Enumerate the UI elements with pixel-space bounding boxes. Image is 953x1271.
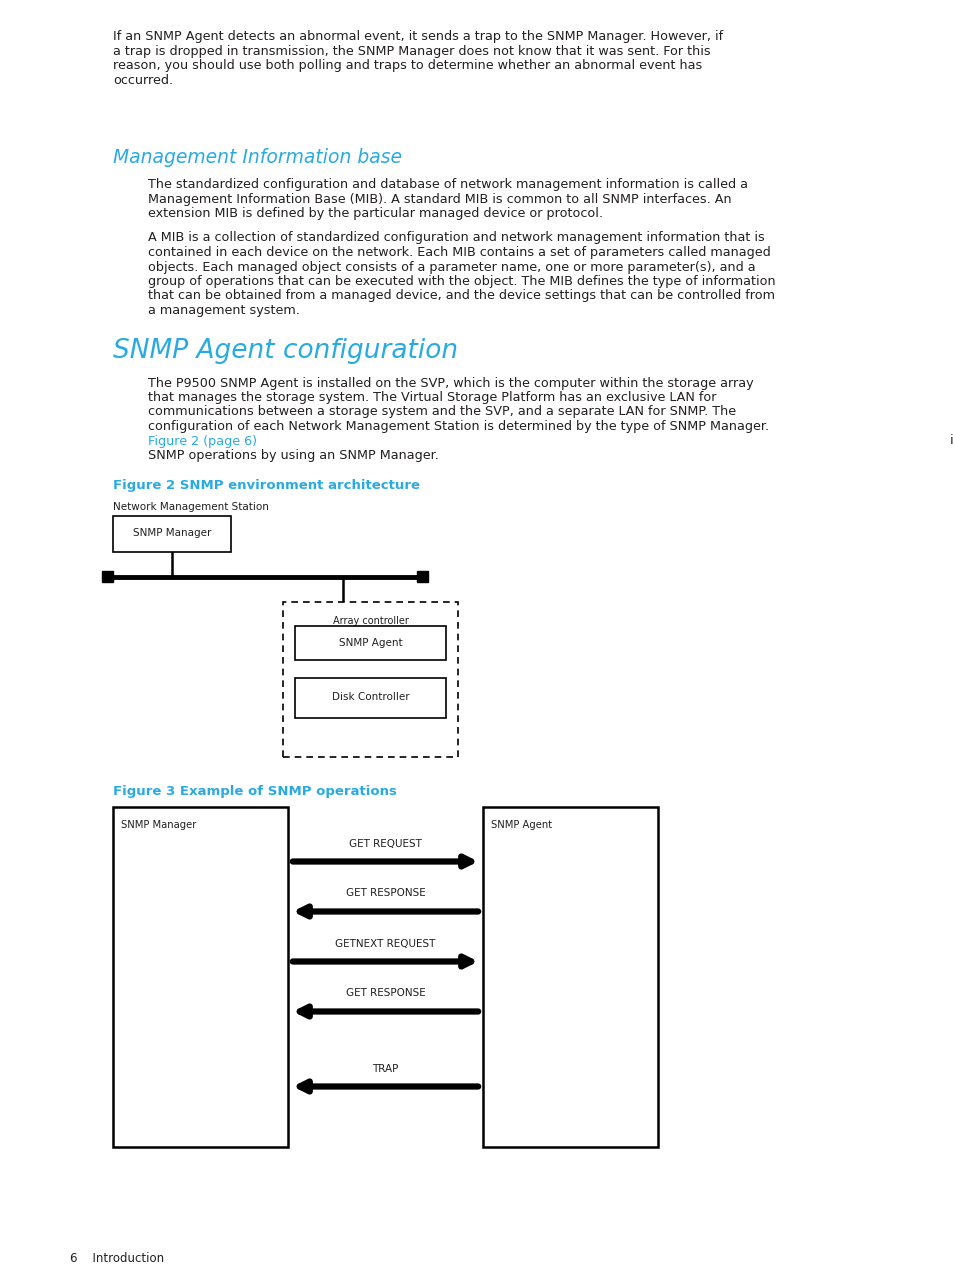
Text: SNMP Agent: SNMP Agent: [491, 820, 552, 830]
Text: Array controller: Array controller: [333, 615, 408, 625]
Text: GETNEXT REQUEST: GETNEXT REQUEST: [335, 938, 436, 948]
Text: SNMP Manager: SNMP Manager: [132, 529, 211, 539]
Text: that can be obtained from a managed device, and the device settings that can be : that can be obtained from a managed devi…: [148, 290, 774, 302]
Bar: [294, 625, 446, 660]
Text: Figure 2 (page 6): Figure 2 (page 6): [148, 435, 256, 447]
Bar: [112, 807, 288, 1146]
Text: Management Information Base (MIB). A standard MIB is common to all SNMP interfac: Management Information Base (MIB). A sta…: [148, 192, 731, 206]
Bar: [294, 677, 446, 718]
Text: Figure 2 SNMP environment architecture: Figure 2 SNMP environment architecture: [112, 479, 419, 492]
Text: TRAP: TRAP: [372, 1064, 398, 1074]
Bar: [112, 516, 231, 552]
Text: communications between a storage system and the SVP, and a separate LAN for SNMP: communications between a storage system …: [148, 405, 736, 418]
Bar: [482, 807, 658, 1146]
Text: configuration of each Network Management Station is determined by the type of SN: configuration of each Network Management…: [148, 419, 768, 433]
Text: Disk Controller: Disk Controller: [332, 693, 409, 703]
Text: reason, you should use both polling and traps to determine whether an abnormal e: reason, you should use both polling and …: [112, 58, 701, 72]
Text: SNMP operations by using an SNMP Manager.: SNMP operations by using an SNMP Manager…: [148, 449, 438, 461]
Text: Network Management Station: Network Management Station: [112, 502, 269, 511]
Text: A MIB is a collection of standardized configuration and network management infor: A MIB is a collection of standardized co…: [148, 231, 764, 244]
Text: 6    Introduction: 6 Introduction: [70, 1252, 164, 1265]
Text: contained in each device on the network. Each MIB contains a set of parameters c: contained in each device on the network.…: [148, 247, 770, 259]
Text: Figure 3 Example of SNMP operations: Figure 3 Example of SNMP operations: [112, 784, 396, 797]
Text: group of operations that can be executed with the object. The MIB defines the ty: group of operations that can be executed…: [148, 275, 775, 289]
Bar: [102, 571, 113, 582]
Text: objects. Each managed object consists of a parameter name, one or more parameter: objects. Each managed object consists of…: [148, 261, 755, 273]
Text: GET RESPONSE: GET RESPONSE: [345, 989, 425, 999]
Bar: [283, 601, 457, 756]
Text: a trap is dropped in transmission, the SNMP Manager does not know that it was se: a trap is dropped in transmission, the S…: [112, 44, 710, 57]
Text: occurred.: occurred.: [112, 74, 172, 86]
Text: If an SNMP Agent detects an abnormal event, it sends a trap to the SNMP Manager.: If an SNMP Agent detects an abnormal eve…: [112, 31, 722, 43]
Text: illustrates the SNMP environment.: illustrates the SNMP environment.: [944, 435, 953, 447]
Text: SNMP Agent: SNMP Agent: [338, 638, 402, 647]
Text: The standardized configuration and database of network management information is: The standardized configuration and datab…: [148, 178, 747, 191]
Text: GET RESPONSE: GET RESPONSE: [345, 888, 425, 899]
Text: SNMP Manager: SNMP Manager: [121, 820, 196, 830]
Text: The P9500 SNMP Agent is installed on the SVP, which is the computer within the s: The P9500 SNMP Agent is installed on the…: [148, 376, 753, 389]
Text: extension MIB is defined by the particular managed device or protocol.: extension MIB is defined by the particul…: [148, 207, 602, 220]
Text: that manages the storage system. The Virtual Storage Platform has an exclusive L: that manages the storage system. The Vir…: [148, 391, 716, 404]
Text: Management Information base: Management Information base: [112, 147, 401, 167]
Bar: [417, 571, 428, 582]
Text: a management system.: a management system.: [148, 304, 299, 316]
Text: SNMP Agent configuration: SNMP Agent configuration: [112, 338, 457, 365]
Text: GET REQUEST: GET REQUEST: [349, 839, 421, 849]
